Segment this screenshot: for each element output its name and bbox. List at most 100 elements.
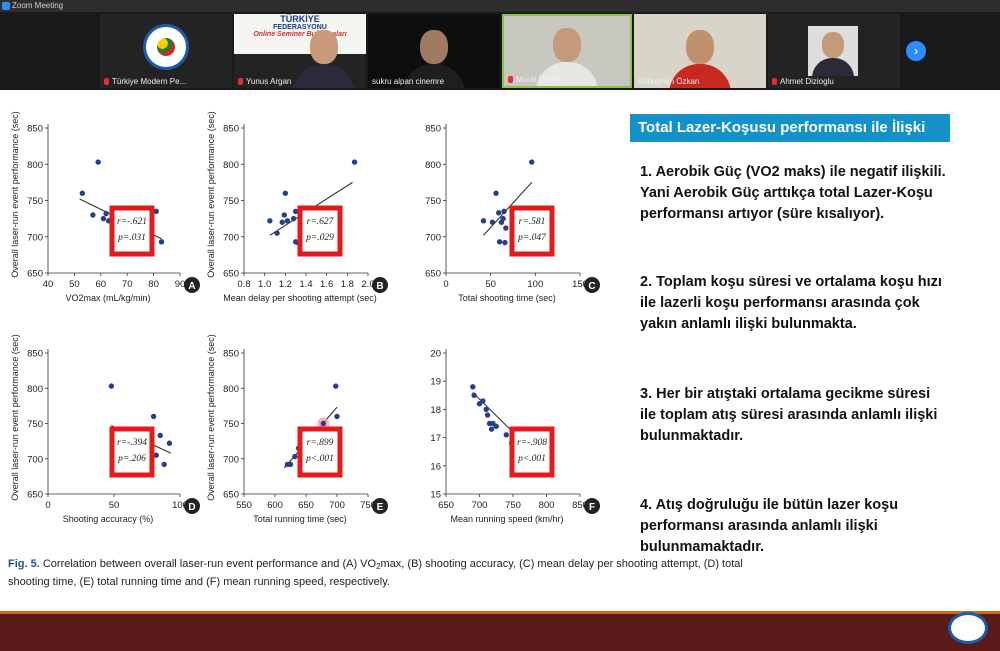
x-axis-label: VO2max (mL/kg/min) [65, 293, 150, 303]
stats-p-value: p=.206 [117, 454, 146, 464]
stats-box [109, 426, 155, 478]
x-tick-label: 850 [572, 500, 588, 511]
y-tick-label: 700 [27, 232, 43, 243]
mic-muted-icon [104, 78, 109, 85]
data-point [79, 190, 86, 196]
x-tick-label: 2.0 [361, 279, 374, 290]
gallery-next-button[interactable]: › [906, 41, 926, 61]
participant-tile[interactable]: sukru alpan cinemre [368, 14, 500, 88]
panel-letter-badge [184, 277, 200, 293]
bullet-point-4: 4. Atış doğruluğu ile bütün lazer koşu pe… [640, 497, 899, 555]
y-tick-label: 17 [430, 433, 441, 444]
panel-letter-badge [584, 498, 600, 514]
y-tick-label: 650 [27, 269, 43, 280]
x-tick-label: 1.4 [299, 279, 312, 290]
stats-p-value: p=.031 [117, 233, 146, 243]
stats-box [109, 205, 155, 257]
y-tick-label: 850 [223, 349, 239, 360]
data-point [334, 413, 340, 420]
participant-name: Türkiye Modern Pe... [104, 77, 186, 86]
slide-footer-band [0, 611, 1000, 651]
x-axis-label: Shooting accuracy (%) [63, 514, 154, 524]
data-point [333, 383, 339, 389]
bullet-point-3: 3. Her bir atıştaki ortalama gecikme sür… [640, 386, 938, 444]
participant-video [289, 26, 359, 88]
participant-tile[interactable]: Kutlughan Özkan [634, 14, 766, 88]
data-point [103, 210, 109, 217]
y-tick-label: 700 [425, 232, 441, 243]
stats-r-value: r=-.394 [117, 438, 147, 448]
x-tick-label: 750 [505, 500, 521, 511]
data-point [529, 159, 535, 165]
x-tick-label: 90 [175, 279, 186, 290]
panel-letter-badge [584, 277, 600, 293]
x-tick-label: 60 [96, 279, 107, 290]
x-tick-label: 100 [172, 500, 188, 511]
x-axis-label: Total shooting time (sec) [458, 293, 556, 303]
panel-letter-badge [184, 498, 200, 514]
federation-logo [948, 612, 988, 644]
x-tick-label: 0 [443, 279, 448, 290]
y-tick-label: 800 [27, 160, 43, 171]
data-point [484, 412, 491, 418]
data-point [150, 413, 157, 420]
data-point [496, 210, 502, 216]
data-point [292, 453, 298, 460]
panel-letter: C [588, 281, 595, 292]
participant-tile[interactable]: TÜRKİYE FEDERASYONU Online Seminer Buluş… [234, 14, 366, 88]
stats-box [297, 205, 343, 257]
y-axis-label: Overall laser-run event performance (sec… [206, 111, 216, 278]
participant-tile-active[interactable]: Murat Üzdaş [502, 14, 632, 88]
stats-box [509, 426, 555, 478]
data-point [166, 440, 173, 446]
data-point [496, 239, 503, 245]
x-axis-label: Mean delay per shooting attempt (sec) [223, 293, 377, 303]
x-tick-label: 700 [472, 500, 488, 511]
y-tick-label: 800 [223, 384, 239, 395]
y-axis-label: Overall laser-run event performance (sec… [10, 111, 20, 278]
data-point [95, 159, 101, 165]
participant-photo [808, 26, 858, 76]
data-point [279, 219, 285, 225]
stats-r-value: r=-.908 [517, 438, 547, 448]
x-axis-label: Total running time (sec) [253, 514, 347, 524]
panel-letter-badge [372, 277, 388, 293]
participant-tile[interactable]: Ahmet Dizioglu [768, 14, 900, 88]
participant-name: Yunus Argan [238, 77, 291, 86]
data-point [153, 452, 159, 458]
data-point [157, 432, 163, 439]
stats-r-value: r=.627 [307, 217, 335, 227]
stats-p-value: p<.001 [517, 454, 546, 464]
x-tick-label: 50 [485, 279, 496, 290]
y-tick-label: 650 [27, 490, 43, 501]
data-point [351, 159, 358, 165]
y-tick-label: 750 [223, 419, 239, 430]
x-tick-label: 800 [539, 500, 555, 511]
x-tick-label: 700 [329, 500, 345, 511]
stats-p-value: p=.047 [517, 233, 547, 243]
x-tick-label: 40 [43, 279, 54, 290]
y-tick-label: 700 [223, 232, 239, 243]
shared-screen-slide: 650 700 750 800 850 40 50 60 70 80 90 VO2max (mL/kg… [0, 90, 1000, 651]
x-tick-label: 100 [527, 279, 543, 290]
data-point [500, 215, 506, 222]
y-tick-label: 800 [223, 160, 239, 171]
participant-tile[interactable]: Türkiye Modern Pe... [100, 14, 232, 88]
data-point [90, 212, 96, 218]
bullet-point-2: 2. Toplam koşu süresi ve ortalama koşu h… [640, 274, 942, 332]
x-tick-label: 0 [45, 500, 50, 511]
seminar-banner: TÜRKİYE FEDERASYONU Online Seminer Buluş… [234, 14, 366, 54]
panel-letter: B [376, 281, 383, 292]
x-tick-label: 50 [69, 279, 80, 290]
y-axis-label: Overall laser-run event performance (sec… [206, 334, 216, 501]
participant-video [532, 24, 602, 86]
panel-letter: D [188, 502, 195, 513]
y-axis-label: Overall laser-run event performance (sec… [10, 334, 20, 501]
participant-name: Ahmet Dizioglu [772, 77, 834, 86]
data-point [483, 406, 489, 413]
figure-caption-line2: shooting time, (E) total running time an… [8, 576, 390, 588]
stats-box [509, 205, 555, 257]
y-tick-label: 850 [27, 349, 43, 360]
x-tick-label: 150 [572, 279, 588, 290]
x-tick-label: 550 [236, 500, 252, 511]
